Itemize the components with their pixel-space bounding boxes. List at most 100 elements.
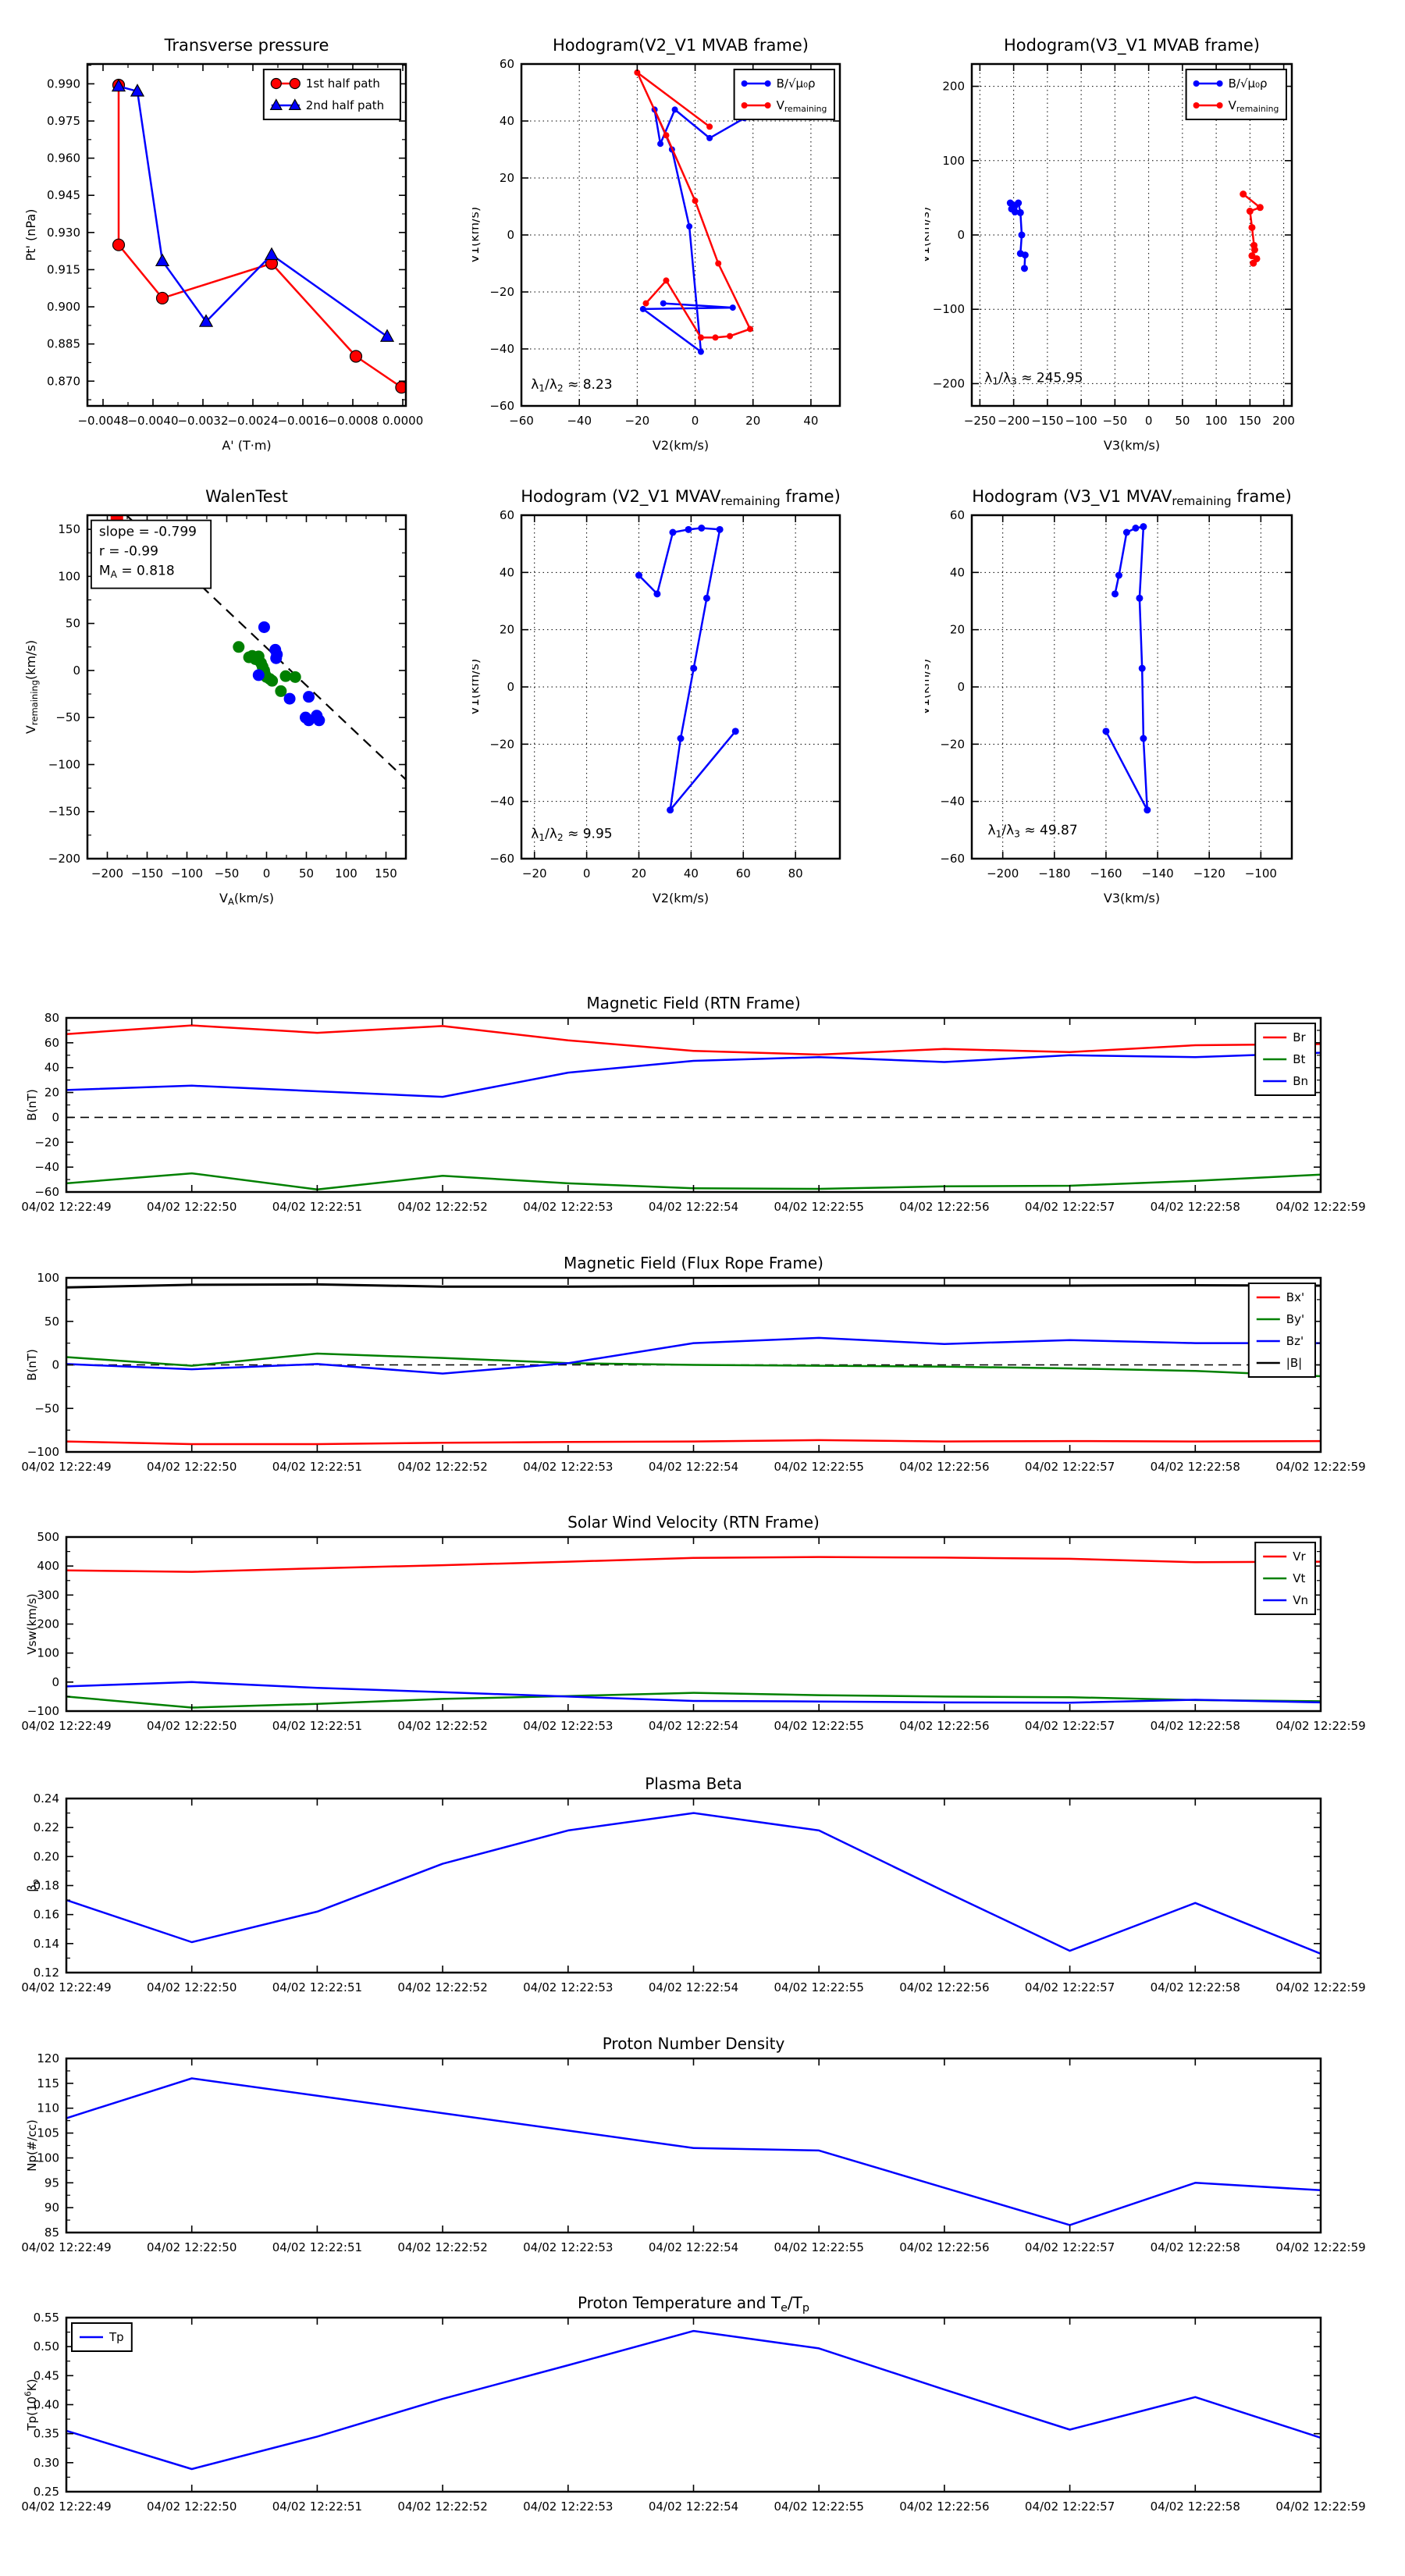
series-line-Vn: [66, 1681, 1321, 1704]
y-tick-label: 0.870: [47, 374, 80, 388]
marker-dot: [1102, 728, 1110, 735]
plot-area: [87, 64, 406, 406]
chart-proton-number-density: 04/02 12:22:49 04/02 12:22:50 04/02 12:22:…: [0, 2008, 1405, 2268]
chart-magnetic-field-rtn: 04/02 12:22:49 04/02 12:22:50 04/02 12:22:…: [0, 968, 1405, 1228]
x-tick-label: 04/02 12:22:51: [272, 2500, 362, 2514]
x-tick-label: 04/02 12:22:51: [272, 1980, 362, 1994]
x-tick-label: 04/02 12:22:51: [272, 1719, 362, 1733]
x-tick-label: 04/02 12:22:50: [147, 1200, 237, 1214]
marker-dot: [698, 525, 706, 532]
y-tick-label: 40: [500, 114, 514, 128]
y-axis-label: V1(km/s): [925, 659, 932, 715]
series-group: [1102, 523, 1151, 814]
x-tick-label: 04/02 12:22:59: [1275, 1460, 1365, 1474]
y-axis-label: Vsw(km/s): [25, 1593, 39, 1654]
plot-area: [66, 2318, 1321, 2492]
x-tick-label: 50: [299, 866, 314, 881]
y-axis-label: βp: [25, 1879, 41, 1892]
marker-triangle: [269, 98, 283, 110]
y-tick-label: 400: [37, 1559, 59, 1573]
y-tick-label: 60: [500, 57, 514, 71]
x-tick-label: −0.0024: [227, 414, 278, 428]
y-tick-label: 0: [957, 228, 965, 242]
marker-dot: [685, 525, 692, 533]
marker-dot: [1018, 231, 1026, 239]
chart-title: Hodogram (V2_V1 MVAVremaining frame): [521, 487, 841, 508]
marker-dot: [702, 594, 710, 602]
chart-proton-temperature: 04/02 12:22:49 04/02 12:22:50 04/02 12:22:…: [0, 2268, 1405, 2533]
y-tick-label: −200: [933, 376, 965, 390]
series-line-Bn: [66, 1051, 1321, 1098]
x-tick-label: 04/02 12:22:52: [397, 2500, 487, 2514]
y-tick-label: −20: [489, 285, 514, 299]
y-tick-label: 0.945: [47, 188, 80, 202]
y-tick-label: −40: [34, 1160, 59, 1174]
y-tick-label: 0.22: [34, 1820, 59, 1834]
x-tick-label: 04/02 12:22:57: [1025, 1460, 1115, 1474]
x-tick-label: 04/02 12:22:59: [1275, 2500, 1365, 2514]
series-group: [66, 2329, 1321, 2471]
canvas-transverse-pressure: −0.0048−0.0040−0.0032−0.0024−0.0016−0.00…: [23, 36, 423, 453]
canvas-hodogram-v3v1-mvav: −200 −180 −160 −140 −120 −100−60−40−200204060…: [917, 487, 1293, 906]
x-tick-label: −100: [1065, 414, 1097, 428]
x-tick-label: 04/02 12:22:52: [397, 1200, 487, 1214]
y-tick-label: −60: [489, 852, 514, 866]
y-tick-label: −150: [48, 805, 80, 819]
legend-box: [1185, 69, 1287, 120]
marker-dot: [677, 735, 685, 742]
x-tick-label: 04/02 12:22:52: [397, 1719, 487, 1733]
marker-circle: [112, 238, 126, 251]
x-tick-label: −200: [91, 866, 123, 881]
plot-area: [66, 2058, 1321, 2233]
series-line-Tp: [66, 2329, 1321, 2471]
x-tick-label: 04/02 12:22:56: [899, 2240, 989, 2254]
y-tick-label: 50: [66, 617, 80, 631]
marker-dot: [1015, 199, 1023, 207]
y-tick-label: −20: [489, 737, 514, 751]
plot-area: [66, 1018, 1321, 1192]
y-tick-label: 40: [44, 1061, 59, 1075]
marker-circle: [349, 350, 363, 363]
legend-label: B/√μ₀ρ: [777, 76, 816, 91]
chart-title: Plasma Beta: [645, 1774, 742, 1793]
x-tick-label: −120: [1193, 866, 1225, 881]
marker-dot: [764, 102, 771, 109]
legend-box: [1247, 1283, 1317, 1378]
x-tick-label: 100: [335, 866, 357, 881]
chart-solar-wind-velocity: 04/02 12:22:49 04/02 12:22:50 04/02 12:22:…: [0, 1487, 1405, 1747]
legend-label: 2nd half path: [306, 98, 384, 112]
legend-label: Tp: [108, 2330, 124, 2344]
y-tick-label: 150: [58, 522, 80, 536]
marker-dot: [1193, 80, 1200, 87]
y-tick-label: 200: [942, 80, 965, 94]
canvas-proton-number-density: 04/02 12:22:49 04/02 12:22:50 04/02 12:22:…: [21, 2034, 1365, 2254]
marker-dot: [1122, 528, 1130, 536]
x-tick-label: 04/02 12:22:57: [1025, 1980, 1115, 1994]
legend-label: Vt: [1293, 1571, 1305, 1585]
x-tick-label: 04/02 12:22:55: [774, 1980, 864, 1994]
marker-dot: [653, 590, 661, 598]
series-group: [66, 1812, 1321, 1955]
marker-dot: [727, 333, 734, 340]
y-tick-label: −100: [48, 757, 80, 771]
marker-dot: [1256, 204, 1264, 212]
marker-dot: [642, 300, 649, 307]
y-tick-label: 0: [52, 1675, 59, 1689]
x-tick-label: 04/02 12:22:55: [774, 2240, 864, 2254]
marker-dot: [252, 669, 265, 681]
series-line-B-magnitude: [66, 1283, 1321, 1289]
x-tick-label: 04/02 12:22:52: [397, 1980, 487, 1994]
chart-title: WalenTest: [205, 487, 288, 506]
marker-dot: [1115, 571, 1122, 579]
x-tick-label: 04/02 12:22:49: [21, 1200, 111, 1214]
x-tick-label: −20: [625, 414, 650, 428]
x-tick-label: −0.0040: [127, 414, 178, 428]
x-axis-label: A' (T·m): [222, 438, 271, 453]
x-tick-label: −0.0008: [327, 414, 378, 428]
marker-dot: [1246, 208, 1254, 215]
series-group: [66, 2077, 1321, 2226]
y-tick-label: −40: [489, 795, 514, 809]
y-tick-label: 300: [37, 1588, 59, 1602]
series-line-V-remaining-path: [1104, 525, 1149, 811]
y-tick-label: 90: [44, 2201, 59, 2215]
